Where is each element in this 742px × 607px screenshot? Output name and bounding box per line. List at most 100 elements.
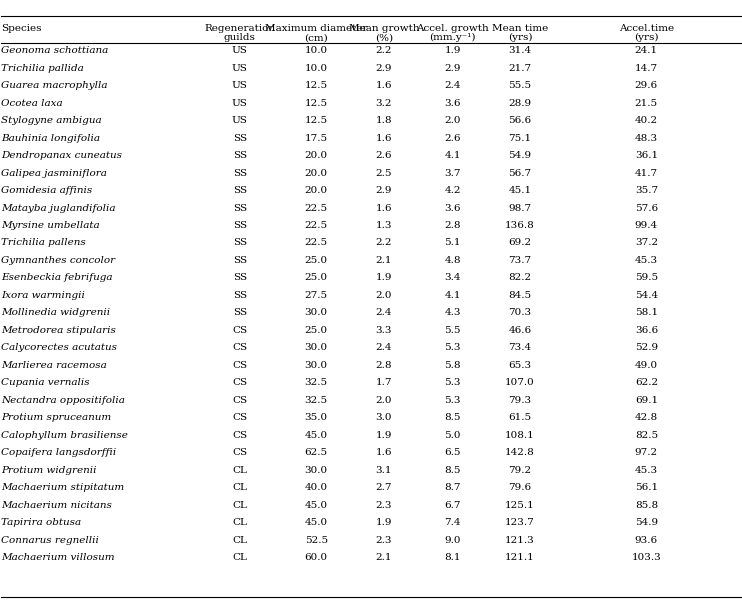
Text: Calycorectes acutatus: Calycorectes acutatus — [1, 344, 117, 352]
Text: Tapirira obtusa: Tapirira obtusa — [1, 518, 82, 527]
Text: Mollinedia widgrenii: Mollinedia widgrenii — [1, 308, 111, 317]
Text: 49.0: 49.0 — [635, 361, 658, 370]
Text: 20.0: 20.0 — [305, 151, 328, 160]
Text: 2.3: 2.3 — [375, 535, 393, 544]
Text: 45.1: 45.1 — [508, 186, 531, 195]
Text: 82.2: 82.2 — [508, 273, 531, 282]
Text: CL: CL — [232, 466, 247, 475]
Text: 136.8: 136.8 — [505, 221, 535, 230]
Text: 58.1: 58.1 — [635, 308, 658, 317]
Text: Geonoma schottiana: Geonoma schottiana — [1, 46, 108, 55]
Text: Ocotea laxa: Ocotea laxa — [1, 99, 63, 107]
Text: 60.0: 60.0 — [305, 553, 328, 562]
Text: 32.5: 32.5 — [305, 378, 328, 387]
Text: 5.3: 5.3 — [444, 396, 461, 405]
Text: SS: SS — [233, 273, 247, 282]
Text: 30.0: 30.0 — [305, 361, 328, 370]
Text: 45.0: 45.0 — [305, 431, 328, 439]
Text: 56.1: 56.1 — [635, 483, 658, 492]
Text: (mm.y⁻¹): (mm.y⁻¹) — [430, 33, 476, 42]
Text: 79.3: 79.3 — [508, 396, 531, 405]
Text: Calophyllum brasiliense: Calophyllum brasiliense — [1, 431, 128, 439]
Text: SS: SS — [233, 134, 247, 143]
Text: 125.1: 125.1 — [505, 501, 535, 510]
Text: 20.0: 20.0 — [305, 186, 328, 195]
Text: CS: CS — [232, 431, 247, 439]
Text: 25.0: 25.0 — [305, 326, 328, 335]
Text: SS: SS — [233, 203, 247, 212]
Text: 1.6: 1.6 — [375, 81, 393, 90]
Text: 3.7: 3.7 — [444, 169, 461, 178]
Text: 32.5: 32.5 — [305, 396, 328, 405]
Text: CS: CS — [232, 378, 247, 387]
Text: 57.6: 57.6 — [635, 203, 658, 212]
Text: Machaerium stipitatum: Machaerium stipitatum — [1, 483, 125, 492]
Text: 98.7: 98.7 — [508, 203, 531, 212]
Text: 2.6: 2.6 — [444, 134, 461, 143]
Text: 20.0: 20.0 — [305, 169, 328, 178]
Text: 56.6: 56.6 — [508, 116, 531, 125]
Text: SS: SS — [233, 221, 247, 230]
Text: US: US — [232, 116, 248, 125]
Text: 5.0: 5.0 — [444, 431, 461, 439]
Text: Trichilia pallida: Trichilia pallida — [1, 64, 84, 73]
Text: 52.9: 52.9 — [635, 344, 658, 352]
Text: 45.3: 45.3 — [635, 256, 658, 265]
Text: 6.5: 6.5 — [444, 448, 461, 457]
Text: (cm): (cm) — [304, 33, 328, 42]
Text: CS: CS — [232, 344, 247, 352]
Text: 84.5: 84.5 — [508, 291, 531, 300]
Text: 21.5: 21.5 — [635, 99, 658, 107]
Text: 62.5: 62.5 — [305, 448, 328, 457]
Text: US: US — [232, 81, 248, 90]
Text: 65.3: 65.3 — [508, 361, 531, 370]
Text: CL: CL — [232, 501, 247, 510]
Text: 69.1: 69.1 — [635, 396, 658, 405]
Text: 73.4: 73.4 — [508, 344, 531, 352]
Text: SS: SS — [233, 291, 247, 300]
Text: 25.0: 25.0 — [305, 273, 328, 282]
Text: 2.1: 2.1 — [375, 553, 393, 562]
Text: 4.2: 4.2 — [444, 186, 461, 195]
Text: 2.2: 2.2 — [375, 239, 393, 248]
Text: SS: SS — [233, 308, 247, 317]
Text: 1.6: 1.6 — [375, 448, 393, 457]
Text: 30.0: 30.0 — [305, 308, 328, 317]
Text: 62.2: 62.2 — [635, 378, 658, 387]
Text: 97.2: 97.2 — [635, 448, 658, 457]
Text: 3.0: 3.0 — [375, 413, 393, 422]
Text: 10.0: 10.0 — [305, 46, 328, 55]
Text: Copaifera langsdorffii: Copaifera langsdorffii — [1, 448, 116, 457]
Text: Accel.time: Accel.time — [619, 24, 674, 33]
Text: 8.1: 8.1 — [444, 553, 461, 562]
Text: 123.7: 123.7 — [505, 518, 535, 527]
Text: 42.8: 42.8 — [635, 413, 658, 422]
Text: 121.1: 121.1 — [505, 553, 535, 562]
Text: 59.5: 59.5 — [635, 273, 658, 282]
Text: 79.2: 79.2 — [508, 466, 531, 475]
Text: Marlierea racemosa: Marlierea racemosa — [1, 361, 107, 370]
Text: 8.5: 8.5 — [444, 466, 461, 475]
Text: 2.8: 2.8 — [444, 221, 461, 230]
Text: Bauhinia longifolia: Bauhinia longifolia — [1, 134, 100, 143]
Text: 54.9: 54.9 — [508, 151, 531, 160]
Text: 55.5: 55.5 — [508, 81, 531, 90]
Text: US: US — [232, 99, 248, 107]
Text: (yrs): (yrs) — [634, 33, 659, 42]
Text: 4.1: 4.1 — [444, 151, 461, 160]
Text: 14.7: 14.7 — [635, 64, 658, 73]
Text: 3.6: 3.6 — [444, 99, 461, 107]
Text: 41.7: 41.7 — [635, 169, 658, 178]
Text: 48.3: 48.3 — [635, 134, 658, 143]
Text: SS: SS — [233, 151, 247, 160]
Text: 30.0: 30.0 — [305, 466, 328, 475]
Text: 142.8: 142.8 — [505, 448, 535, 457]
Text: 40.0: 40.0 — [305, 483, 328, 492]
Text: Metrodorea stipularis: Metrodorea stipularis — [1, 326, 116, 335]
Text: CL: CL — [232, 535, 247, 544]
Text: 3.1: 3.1 — [375, 466, 393, 475]
Text: 3.2: 3.2 — [375, 99, 393, 107]
Text: 24.1: 24.1 — [635, 46, 658, 55]
Text: 22.5: 22.5 — [305, 239, 328, 248]
Text: 5.3: 5.3 — [444, 378, 461, 387]
